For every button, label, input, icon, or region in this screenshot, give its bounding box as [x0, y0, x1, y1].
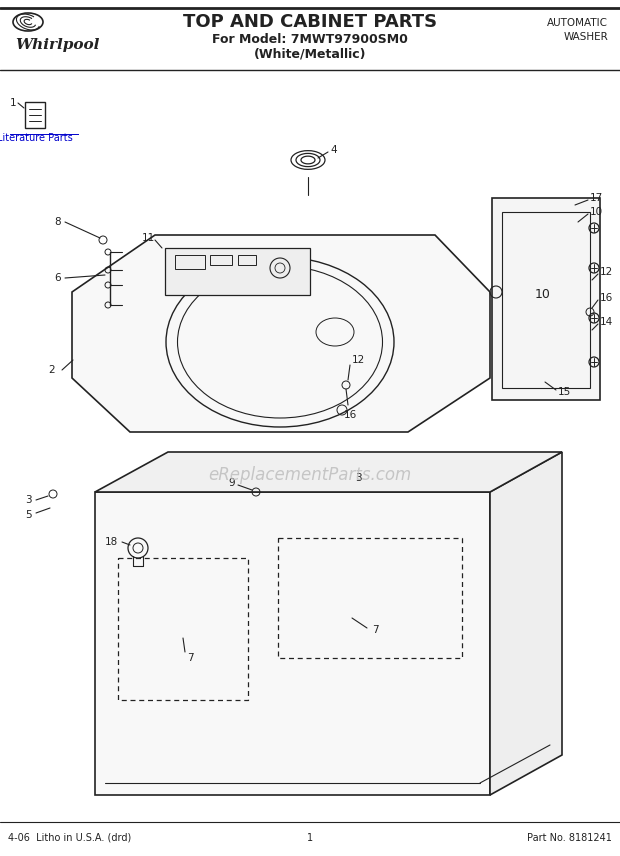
Bar — [175, 255, 205, 269]
Text: 7: 7 — [187, 653, 193, 663]
Text: 6: 6 — [55, 273, 61, 283]
Text: 1: 1 — [10, 98, 16, 108]
Bar — [238, 255, 256, 265]
Polygon shape — [72, 235, 490, 432]
Text: 18: 18 — [105, 537, 118, 547]
Text: (White/Metallic): (White/Metallic) — [254, 47, 366, 60]
Text: Literature Parts: Literature Parts — [0, 133, 73, 143]
Text: 15: 15 — [558, 387, 571, 397]
Text: 3: 3 — [355, 473, 361, 483]
Text: 2: 2 — [49, 365, 55, 375]
Text: 7: 7 — [371, 625, 378, 635]
Text: 17: 17 — [590, 193, 603, 203]
Text: For Model: 7MWT97900SM0: For Model: 7MWT97900SM0 — [212, 33, 408, 46]
Polygon shape — [95, 492, 490, 795]
Text: 16: 16 — [344, 410, 357, 420]
Text: eReplacementParts.com: eReplacementParts.com — [208, 466, 412, 484]
Text: 11: 11 — [141, 233, 154, 243]
Text: Whirlpool: Whirlpool — [15, 38, 99, 52]
Text: 12: 12 — [352, 355, 365, 365]
Text: 12: 12 — [600, 267, 613, 277]
Polygon shape — [95, 452, 562, 492]
Polygon shape — [165, 248, 310, 295]
Polygon shape — [492, 198, 600, 400]
Bar — [210, 255, 232, 265]
Text: 14: 14 — [600, 317, 613, 327]
Text: 4-06  Litho in U.S.A. (drd): 4-06 Litho in U.S.A. (drd) — [8, 833, 131, 843]
Text: TOP AND CABINET PARTS: TOP AND CABINET PARTS — [183, 13, 437, 31]
Text: 8: 8 — [55, 217, 61, 227]
Text: 3: 3 — [25, 495, 32, 505]
Text: 1: 1 — [307, 833, 313, 843]
Text: 16: 16 — [600, 293, 613, 303]
Text: AUTOMATIC
WASHER: AUTOMATIC WASHER — [547, 18, 608, 42]
Text: 5: 5 — [25, 510, 32, 520]
Text: Part No. 8181241: Part No. 8181241 — [527, 833, 612, 843]
Text: 10: 10 — [535, 288, 551, 301]
Text: 4: 4 — [330, 145, 337, 155]
Polygon shape — [490, 452, 562, 795]
Text: 10: 10 — [590, 207, 603, 217]
Text: 9: 9 — [229, 478, 236, 488]
